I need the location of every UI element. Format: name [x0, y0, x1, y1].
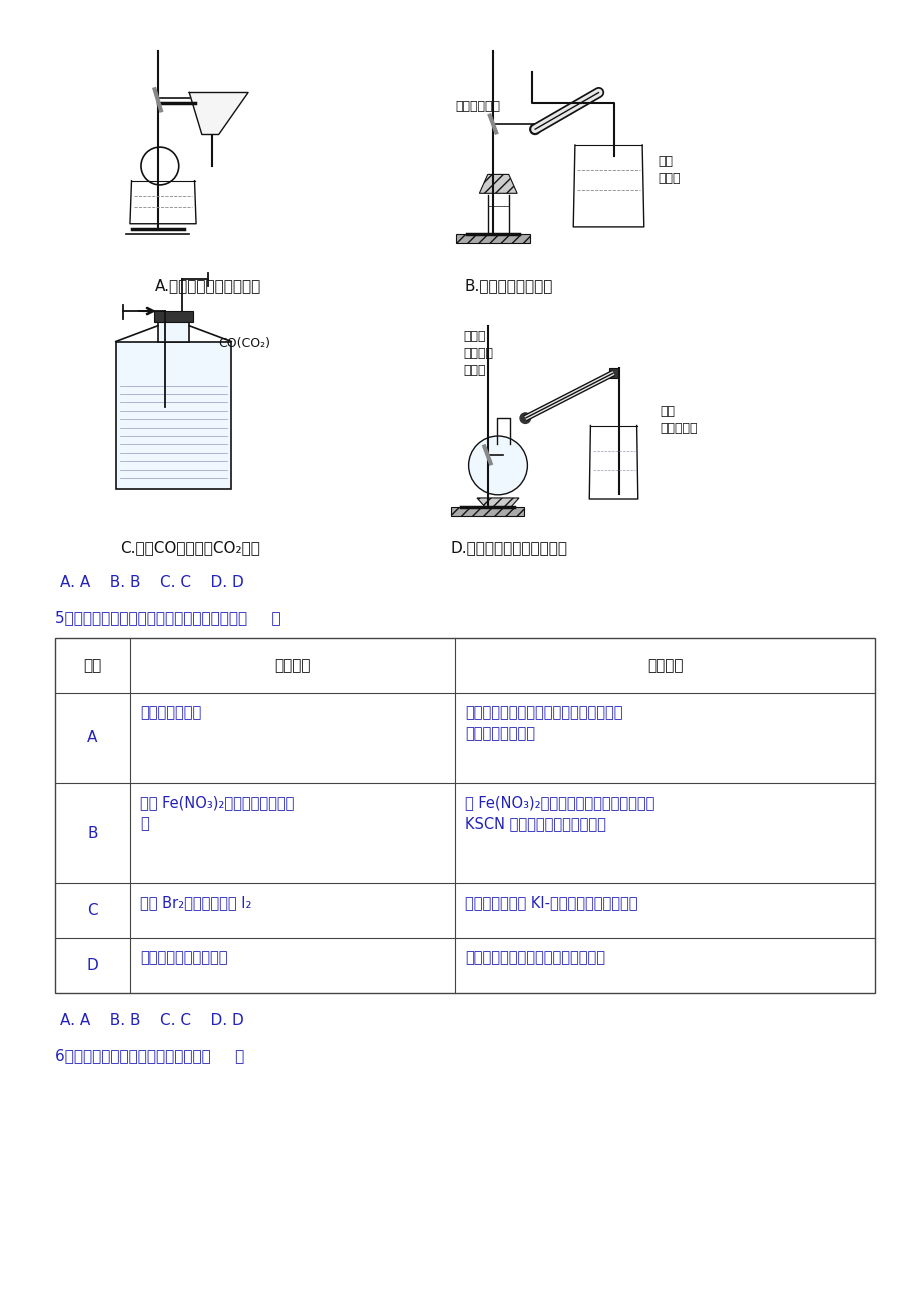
Text: 饱和
碳酸钠溶液: 饱和 碳酸钠溶液	[659, 405, 697, 435]
Bar	[157, 315, 189, 341]
Circle shape	[468, 436, 527, 495]
Bar	[608, 367, 617, 379]
Text: 实验目的: 实验目的	[274, 658, 311, 673]
Text: 乙醇、
浓硫酸、
冰醋酸: 乙醇、 浓硫酸、 冰醋酸	[462, 329, 493, 378]
Text: A: A	[87, 730, 97, 746]
Circle shape	[529, 124, 539, 134]
Text: 5．下列实验方案中，不能达到实验目的的是（     ）: 5．下列实验方案中，不能达到实验目的的是（ ）	[55, 611, 280, 625]
Text: 分别将两种气体通入酸性高锰酸钾溶液，
观察溶液是否褪色: 分别将两种气体通入酸性高锰酸钾溶液， 观察溶液是否褪色	[464, 704, 622, 741]
Text: CO(CO₂): CO(CO₂)	[218, 337, 269, 350]
Text: 选项: 选项	[84, 658, 101, 673]
Text: 除去乙酸乙酯中的乙酸: 除去乙酸乙酯中的乙酸	[140, 950, 227, 965]
Polygon shape	[189, 92, 248, 134]
Text: 6．下列图示与对应的叙述正确的是（     ）: 6．下列图示与对应的叙述正确的是（ ）	[55, 1048, 244, 1062]
Text: 碳酸氢钠粉末: 碳酸氢钠粉末	[455, 100, 499, 113]
Bar	[456, 234, 529, 242]
Bar	[55, 638, 874, 993]
Text: B: B	[87, 825, 97, 841]
Polygon shape	[476, 497, 518, 508]
Bar	[116, 341, 231, 488]
Text: A.除去粗盐溶液中不溶物: A.除去粗盐溶液中不溶物	[154, 279, 261, 293]
Text: 实验方案: 实验方案	[646, 658, 683, 673]
Text: D: D	[86, 958, 98, 973]
Circle shape	[519, 413, 530, 423]
Bar	[153, 311, 193, 322]
Text: D.乙酸乙酯的制备演示实验: D.乙酸乙酯的制备演示实验	[449, 540, 566, 555]
Text: 用过量的饱和碳酸钠溶液洗涤后分液: 用过量的饱和碳酸钠溶液洗涤后分液	[464, 950, 605, 965]
Text: 澄清
石灰水: 澄清 石灰水	[657, 155, 680, 185]
Text: 检验 Fe(NO₃)₂晶体是否已氧化变
质: 检验 Fe(NO₃)₂晶体是否已氧化变 质	[140, 796, 294, 831]
Text: 将 Fe(NO₃)₂晶体样品溶于稀硫酸后，滴加
KSCN 溶液，观察溶液是否变红: 将 Fe(NO₃)₂晶体样品溶于稀硫酸后，滴加 KSCN 溶液，观察溶液是否变红	[464, 796, 653, 831]
Bar	[450, 508, 524, 516]
Text: C: C	[87, 904, 97, 918]
Text: 将少量溴水加入 KI-淀粉溶液中，溶液变蓝: 将少量溴水加入 KI-淀粉溶液中，溶液变蓝	[464, 894, 637, 910]
Text: B.碳酸氢钠受热分解: B.碳酸氢钠受热分解	[464, 279, 552, 293]
Text: A. A    B. B    C. C    D. D: A. A B. B C. C D. D	[60, 575, 244, 590]
Text: A. A    B. B    C. C    D. D: A. A B. B C. C D. D	[60, 1013, 244, 1029]
Text: C.除去CO气体中的CO₂气体: C.除去CO气体中的CO₂气体	[119, 540, 259, 555]
Text: 验证 Br₂的氧化性强于 I₂: 验证 Br₂的氧化性强于 I₂	[140, 894, 251, 910]
Text: 鉴别甲烷和乙烯: 鉴别甲烷和乙烯	[140, 704, 201, 720]
Polygon shape	[479, 174, 516, 193]
